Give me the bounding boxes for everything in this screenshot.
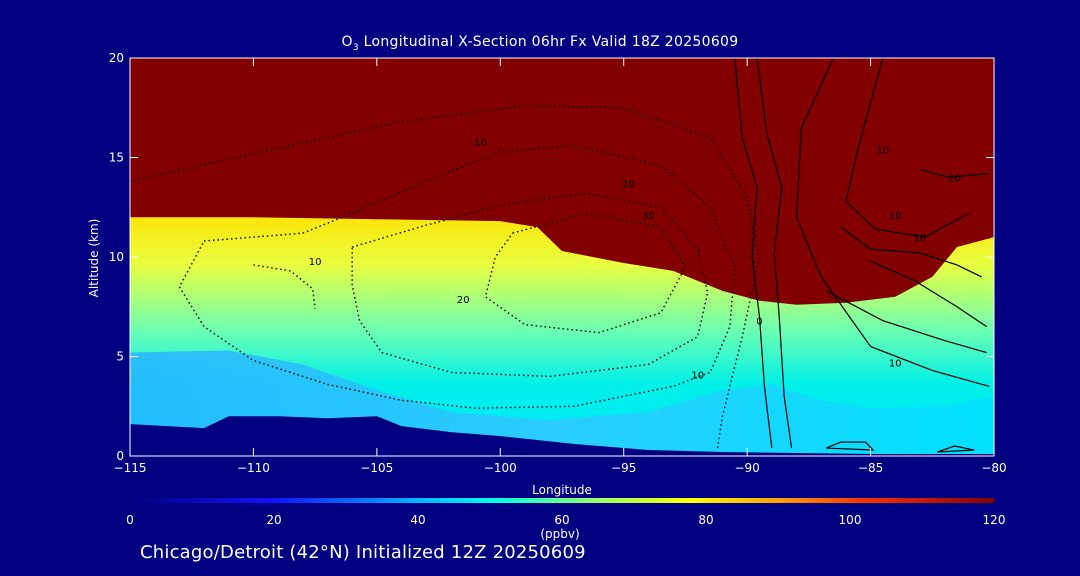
contour-label: 20	[948, 173, 961, 184]
contour-negative-10-west	[253, 264, 316, 309]
x-tick-label: −110	[237, 461, 270, 475]
contour-negative-10-inner	[178, 144, 736, 409]
contour-positive-20	[919, 168, 990, 179]
contour-lines	[130, 58, 990, 453]
contour-label: 10	[889, 211, 902, 222]
contour-positive-10-c	[840, 226, 982, 278]
title-subscript: 3	[352, 42, 359, 53]
y-tick-label: 5	[116, 350, 124, 364]
contour-zero-a	[734, 58, 773, 449]
colorbar-tick-label: 40	[410, 513, 425, 527]
contour-label: 10	[877, 146, 890, 157]
colorbar-tick-label: 60	[554, 513, 569, 527]
y-axis: 0 5 10 15 20	[109, 51, 994, 463]
contour-labels: 10 20 30 10 20 10 0 10 20 10 10 10	[309, 138, 961, 382]
contour-positive-10-b	[845, 58, 970, 238]
terrain	[130, 416, 994, 456]
contour-positive-10-d	[870, 260, 987, 328]
y-tick-label: 15	[109, 151, 124, 165]
colorbar-units: (ppbv)	[540, 527, 580, 541]
y-tick-label: 0	[116, 449, 124, 463]
chart-title: O3 Longitudinal X-Section 06hr Fx Valid …	[0, 34, 1080, 53]
contour-positive-10-a	[795, 58, 990, 387]
title-main: O	[341, 34, 353, 50]
ozone-stratospheric-field	[130, 58, 994, 305]
contour-small-loop-a	[825, 441, 875, 451]
plot-area: 10 20 30 10 20 10 0 10 20 10 10 10	[130, 58, 994, 456]
x-axis: −115 −110 −105 −100 −95 −90 −85 −80	[114, 58, 1007, 475]
x-axis-title: Longitude	[532, 483, 592, 497]
colorbar-ticks: 0 20 40 60 80 100 120	[126, 513, 1005, 527]
contour-label: 20	[457, 295, 470, 306]
x-tick-label: −115	[114, 461, 147, 475]
contour-negative-10-outer	[130, 105, 761, 449]
contour-label: 10	[914, 233, 927, 244]
colorbar-tick-label: 80	[698, 513, 713, 527]
x-tick-label: −95	[611, 461, 636, 475]
x-tick-label: −105	[360, 461, 393, 475]
contour-label: 10	[889, 358, 902, 369]
contour-label: 20	[622, 179, 635, 190]
title-rest: Longitudinal X-Section 06hr Fx Valid 18Z…	[358, 34, 739, 50]
colorbar-tick-label: 0	[126, 513, 134, 527]
y-axis-title: Altitude (km)	[87, 219, 101, 298]
contour-positive-10-e	[825, 290, 987, 354]
colorbar-tick-label: 100	[839, 513, 862, 527]
x-tick-label: −90	[734, 461, 759, 475]
y-tick-label: 10	[109, 250, 124, 264]
contour-negative-30	[484, 212, 687, 334]
contour-label: 10	[309, 257, 322, 268]
colorbar-tick-label: 120	[983, 513, 1006, 527]
contour-negative-20	[351, 192, 709, 378]
x-tick-label: −80	[981, 461, 1006, 475]
colorbar-tick-label: 20	[266, 513, 281, 527]
contour-label: 30	[642, 211, 655, 222]
contour-label: 0	[756, 317, 762, 328]
x-tick-label: −85	[858, 461, 883, 475]
colorbar	[130, 498, 994, 503]
contour-label: 10	[474, 138, 487, 149]
footer-caption: Chicago/Detroit (42°N) Initialized 12Z 2…	[140, 542, 586, 563]
contour-small-loop-b	[937, 445, 975, 453]
contour-zero-b	[756, 58, 793, 449]
x-tick-label: −100	[484, 461, 517, 475]
y-tick-label: 20	[109, 51, 124, 65]
contour-label: 10	[691, 370, 704, 381]
